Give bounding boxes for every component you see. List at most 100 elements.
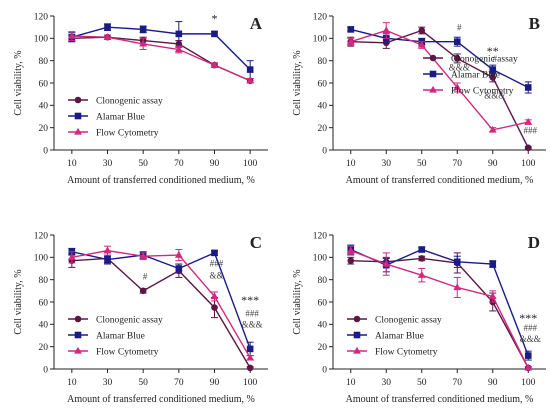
y-tick-label: 40 — [39, 321, 49, 331]
data-point — [246, 66, 254, 73]
data-point — [524, 144, 532, 152]
series-flow-cytometry — [346, 245, 533, 371]
data-point — [346, 37, 355, 45]
x-tick-label: 10 — [67, 378, 77, 388]
data-point — [417, 271, 426, 278]
legend-swatch-marker — [353, 315, 361, 323]
significance-annotation: ### — [524, 323, 538, 333]
legend-swatch-marker — [74, 346, 82, 354]
data-point — [174, 251, 183, 258]
legend-swatch-marker — [74, 112, 82, 120]
legend: Clonogenic assay Alamar Blue Flow Cytometr… — [68, 315, 163, 357]
data-point — [211, 304, 218, 311]
data-point — [210, 61, 219, 68]
legend-label: Alamar Blue — [96, 331, 145, 341]
data-point — [174, 45, 183, 53]
series-line — [350, 28, 529, 89]
x-tick-label: 50 — [138, 378, 148, 388]
chart-panel-d: 0 20 40 60 80 100 120 10 30 50 70 90 100 Amount of tr… — [292, 231, 546, 405]
y-tick-label: 120 — [34, 231, 49, 241]
data-point — [67, 253, 76, 260]
y-tick-label: 0 — [43, 365, 48, 375]
legend-label: Alamar Blue — [375, 331, 424, 341]
data-point — [382, 259, 391, 267]
panel-letter: D — [528, 233, 540, 252]
significance-annotation: ** — [487, 44, 499, 58]
legend-swatch-marker — [429, 70, 437, 78]
x-tick-label: 10 — [346, 378, 356, 388]
y-tick-label: 0 — [322, 146, 327, 156]
data-point — [67, 32, 76, 39]
y-tick-label: 40 — [318, 102, 328, 112]
y-tick-label: 120 — [313, 231, 328, 241]
legend-swatch-marker — [353, 331, 361, 339]
y-tick-label: 100 — [34, 254, 49, 264]
legend-swatch-marker — [353, 346, 361, 354]
series-flow-cytometry — [67, 31, 255, 84]
legend-label: Flow Cytometry — [96, 128, 159, 138]
data-point — [210, 292, 219, 300]
data-point — [488, 292, 497, 300]
y-tick-label: 20 — [39, 343, 49, 353]
significance-annotation: * — [212, 12, 218, 26]
significance-annotation: ### — [524, 125, 538, 135]
y-tick-label: 20 — [318, 124, 328, 134]
x-tick-label: 30 — [103, 378, 113, 388]
data-point — [489, 66, 497, 73]
data-point — [488, 125, 497, 133]
legend-label: Flow Cytometry — [96, 347, 159, 357]
data-point — [382, 26, 391, 34]
y-axis-label: Cell viability, % — [13, 50, 24, 115]
data-point — [175, 30, 183, 38]
data-point — [489, 260, 497, 268]
data-point — [139, 26, 147, 33]
series-line — [350, 29, 529, 131]
significance-annotation: # — [143, 272, 148, 282]
data-point — [417, 40, 426, 48]
data-point — [346, 246, 355, 254]
y-tick-label: 120 — [34, 12, 49, 22]
legend-swatch-marker — [74, 315, 82, 323]
series-alamar-blue — [347, 244, 532, 361]
x-tick-label: 30 — [382, 378, 392, 388]
y-tick-label: 80 — [318, 276, 328, 286]
legend-swatch-marker — [429, 85, 437, 93]
y-tick-label: 0 — [322, 365, 327, 375]
y-tick-label: 60 — [318, 298, 328, 308]
significance-annotation: &&& — [484, 91, 505, 101]
legend: Clonogenic assay Alamar Blue Flow Cytometr… — [347, 315, 442, 357]
x-tick-label: 70 — [174, 378, 184, 388]
series-line — [71, 251, 251, 350]
data-point — [139, 287, 147, 295]
data-point — [418, 27, 426, 34]
data-point — [524, 352, 532, 359]
series-clonogenic-assay — [347, 26, 532, 152]
legend-label: Alamar Blue — [96, 112, 145, 122]
y-axis-label: Cell viability, % — [13, 269, 24, 334]
x-tick-label: 90 — [210, 378, 220, 388]
panel-letter: C — [250, 233, 262, 252]
x-axis-label: Amount of transferred conditioned medium… — [346, 175, 534, 186]
y-tick-label: 40 — [39, 102, 49, 112]
data-point — [139, 252, 148, 259]
data-point — [418, 246, 426, 253]
legend-label: Clonogenic assay — [96, 96, 163, 106]
x-tick-label: 90 — [210, 159, 220, 169]
legend: Clonogenic assay Alamar Blue Flow Cytometr… — [423, 54, 518, 96]
legend-label: Alamar Blue — [451, 70, 500, 80]
data-point — [246, 76, 255, 84]
data-point — [211, 249, 218, 257]
data-point — [453, 283, 462, 291]
legend-label: Clonogenic assay — [96, 315, 163, 325]
chart-panel-a: 0 20 40 60 80 100 120 10 30 50 70 90 100 Amount of tr… — [13, 12, 268, 186]
significance-annotation: *** — [241, 293, 259, 307]
data-point — [453, 83, 462, 91]
significance-annotation: # — [493, 54, 498, 64]
data-point — [104, 256, 111, 263]
legend-swatch-marker — [74, 96, 82, 104]
x-tick-label: 50 — [417, 378, 427, 388]
x-tick-label: 30 — [382, 159, 392, 169]
chart-panel-c: 0 20 40 60 80 100 120 10 30 50 70 90 100 Amount of tr… — [13, 231, 268, 405]
y-tick-label: 0 — [43, 146, 48, 156]
